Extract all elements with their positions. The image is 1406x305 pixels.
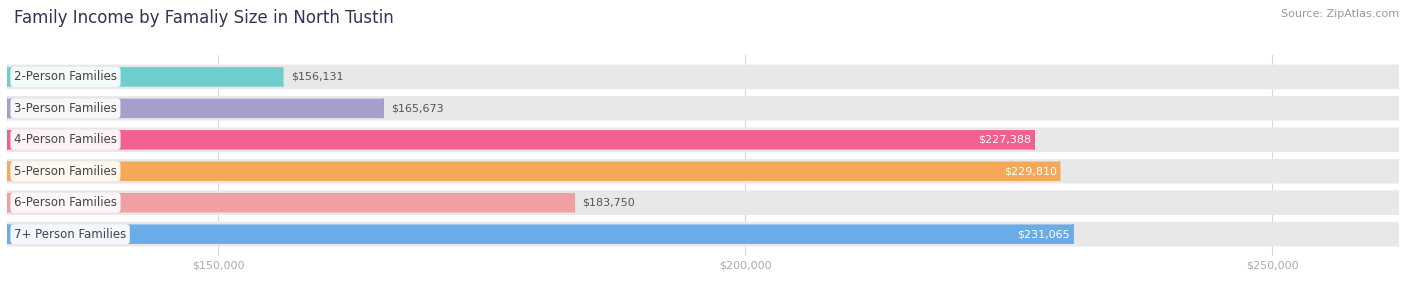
Text: 4-Person Families: 4-Person Families	[14, 133, 117, 146]
Text: 2-Person Families: 2-Person Families	[14, 70, 117, 83]
Text: $229,810: $229,810	[1004, 166, 1057, 176]
Text: Source: ZipAtlas.com: Source: ZipAtlas.com	[1281, 9, 1399, 19]
FancyBboxPatch shape	[7, 127, 1399, 152]
Text: 7+ Person Families: 7+ Person Families	[14, 228, 127, 241]
Text: $227,388: $227,388	[979, 135, 1031, 145]
Text: $231,065: $231,065	[1018, 229, 1070, 239]
Text: $156,131: $156,131	[291, 72, 343, 82]
Text: Family Income by Famaliy Size in North Tustin: Family Income by Famaliy Size in North T…	[14, 9, 394, 27]
Text: 5-Person Families: 5-Person Families	[14, 165, 117, 178]
Text: $165,673: $165,673	[391, 103, 444, 113]
Text: 6-Person Families: 6-Person Families	[14, 196, 117, 209]
FancyBboxPatch shape	[7, 67, 283, 87]
Text: $183,750: $183,750	[582, 198, 636, 208]
FancyBboxPatch shape	[7, 159, 1399, 184]
FancyBboxPatch shape	[7, 190, 1399, 215]
FancyBboxPatch shape	[7, 222, 1399, 246]
FancyBboxPatch shape	[7, 224, 1073, 244]
FancyBboxPatch shape	[7, 193, 574, 213]
FancyBboxPatch shape	[7, 96, 1399, 121]
FancyBboxPatch shape	[7, 162, 1060, 181]
FancyBboxPatch shape	[7, 130, 1033, 149]
FancyBboxPatch shape	[7, 99, 384, 118]
Text: 3-Person Families: 3-Person Families	[14, 102, 117, 115]
FancyBboxPatch shape	[7, 65, 1399, 89]
